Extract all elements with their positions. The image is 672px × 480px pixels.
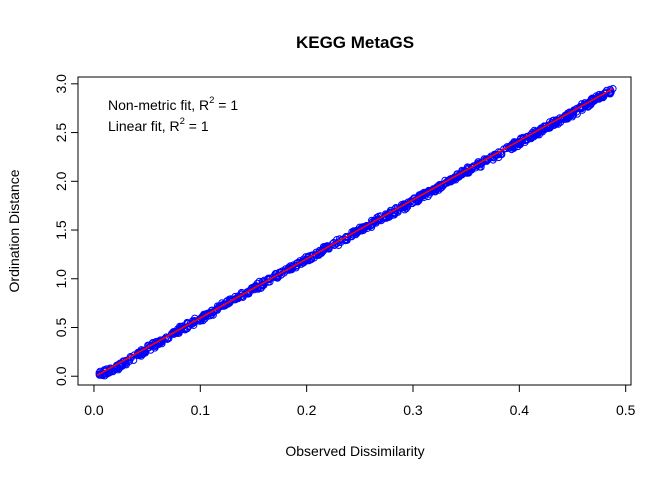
data-point — [115, 364, 123, 373]
fit-lines — [96, 88, 614, 376]
data-point — [284, 265, 292, 273]
y-tick-label: 1.0 — [53, 269, 69, 289]
data-point — [609, 85, 617, 93]
data-point — [226, 296, 235, 305]
data-point — [196, 315, 205, 323]
data-point — [170, 329, 178, 337]
data-point — [189, 318, 198, 326]
y-axis-label: Ordination Distance — [6, 169, 22, 292]
data-point — [468, 163, 476, 171]
legend-linear-superscript: 2 — [180, 116, 185, 127]
x-tick-label: 0.2 — [297, 402, 317, 418]
x-tick-label: 0.5 — [616, 402, 636, 418]
y-tick-label: 3.0 — [53, 74, 69, 94]
data-point — [234, 293, 242, 301]
legend-linear-value: = 1 — [185, 118, 209, 134]
y-tick-label: 2.5 — [53, 123, 69, 143]
data-point — [363, 221, 371, 230]
chart-title: KEGG MetaGS — [296, 33, 414, 52]
data-point — [204, 310, 212, 318]
data-point — [302, 255, 311, 263]
data-point — [129, 356, 138, 364]
data-point — [116, 363, 125, 371]
y-tick-label: 2.0 — [53, 171, 69, 191]
data-point — [243, 288, 251, 296]
fit-line — [96, 88, 614, 376]
data-point — [177, 324, 186, 333]
data-point — [519, 134, 528, 143]
data-point — [269, 273, 277, 281]
y-tick-label: 0.5 — [53, 318, 69, 338]
data-point — [162, 333, 170, 341]
data-point — [540, 122, 548, 130]
legend-nonmetric-text: Non-metric fit, R — [108, 97, 209, 113]
data-point — [211, 306, 220, 314]
data-point — [220, 300, 228, 309]
y-tick-label: 1.5 — [53, 220, 69, 240]
data-point — [137, 347, 145, 356]
data-point — [344, 232, 352, 241]
x-tick-label: 0.4 — [510, 402, 530, 418]
data-point — [573, 110, 581, 118]
data-point — [265, 275, 273, 283]
x-tick-label: 0.3 — [403, 402, 423, 418]
x-tick-label: 0.1 — [191, 402, 211, 418]
legend-nonmetric-value: = 1 — [214, 97, 238, 113]
data-point — [494, 153, 503, 162]
x-axis: 0.0 0.1 0.2 0.3 0.4 0.5 — [84, 384, 636, 418]
data-point — [356, 226, 364, 234]
legend-nonmetric: Non-metric fit, R2 = 1 — [108, 95, 238, 113]
data-point — [486, 153, 494, 162]
x-tick-label: 0.0 — [84, 402, 104, 418]
legend: Non-metric fit, R2 = 1 Linear fit, R2 = … — [108, 95, 238, 134]
data-point — [249, 284, 258, 293]
data-point — [95, 370, 104, 378]
x-axis-label: Observed Dissimilarity — [285, 443, 424, 459]
legend-linear-text: Linear fit, R — [108, 118, 180, 134]
data-point — [368, 218, 377, 226]
legend-linear: Linear fit, R2 = 1 — [108, 116, 209, 134]
y-tick-label: 0.0 — [53, 366, 69, 386]
data-point — [434, 182, 443, 190]
data-point — [321, 245, 329, 254]
y-axis: 0.0 0.5 1.0 1.5 2.0 2.5 3.0 — [53, 74, 79, 386]
data-point — [431, 188, 439, 196]
data-point — [432, 183, 441, 192]
data-point — [556, 114, 564, 122]
data-point — [386, 209, 394, 217]
legend-nonmetric-superscript: 2 — [209, 95, 214, 106]
data-point — [213, 305, 221, 313]
